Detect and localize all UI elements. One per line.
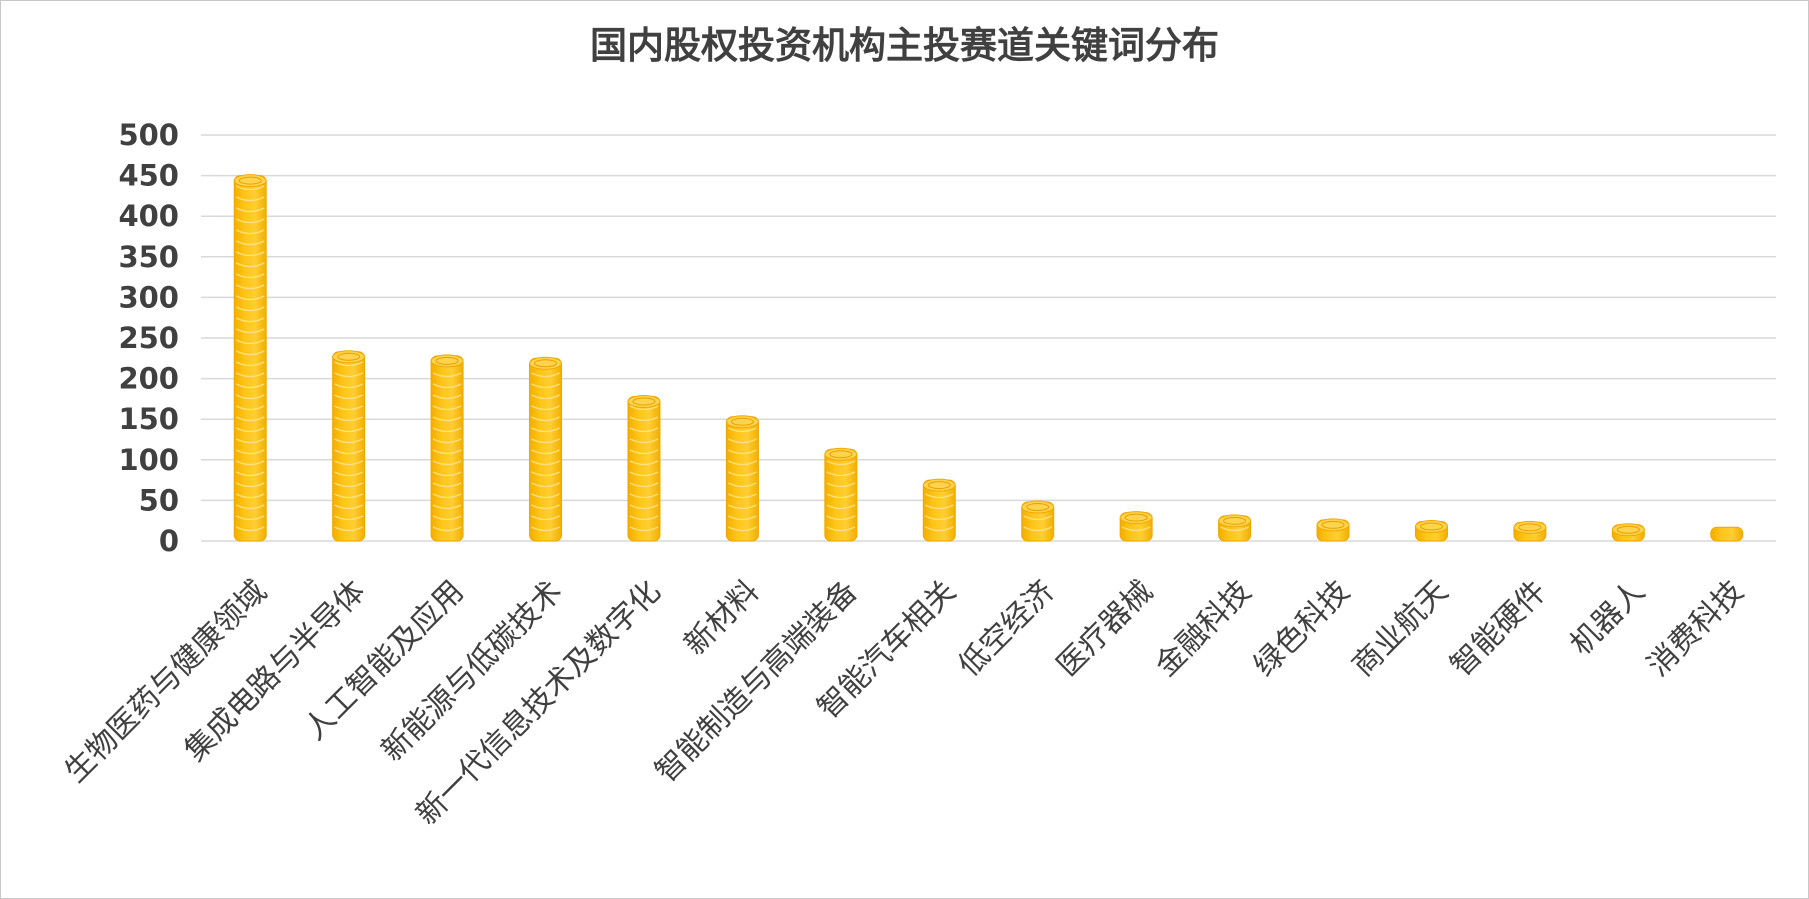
bar-6 <box>824 447 858 542</box>
y-tick-label: 250 <box>118 321 179 355</box>
bar-0 <box>233 174 267 542</box>
bar-9 <box>1119 511 1153 542</box>
bar-8 <box>1021 500 1055 542</box>
bars <box>233 174 1744 542</box>
y-tick-label: 300 <box>118 280 179 314</box>
x-axis: 生物医药与健康领域集成电路与半导体人工智能及应用新能源与低碳技术新一代信息技术及… <box>58 574 1750 832</box>
x-tick-label: 新能源与低碳技术 <box>375 574 569 768</box>
x-tick-label: 低空经济 <box>952 574 1062 684</box>
x-tick-label: 机器人 <box>1564 574 1652 662</box>
bar-5 <box>725 415 759 542</box>
x-tick-label: 商业航天 <box>1346 574 1456 684</box>
x-tick-label: 绿色科技 <box>1247 574 1357 684</box>
bar-11 <box>1316 518 1350 542</box>
bar-3 <box>529 356 563 542</box>
bar-2 <box>430 354 464 542</box>
y-tick-label: 0 <box>159 524 179 558</box>
bar-15 <box>1710 526 1744 542</box>
x-tick-label: 集成电路与半导体 <box>178 574 372 768</box>
x-tick-label: 消费科技 <box>1641 574 1751 684</box>
x-tick-label: 医疗器械 <box>1050 574 1160 684</box>
y-axis: 0 50 100 150 200 250 300 350 400 450 500 <box>118 118 179 558</box>
bar-1 <box>332 350 366 542</box>
y-tick-label: 100 <box>118 443 179 477</box>
y-tick-label: 200 <box>118 362 179 396</box>
y-tick-label: 400 <box>118 199 179 233</box>
bar-7 <box>922 478 956 542</box>
chart-title: 国内股权投资机构主投赛道关键词分布 <box>590 24 1219 67</box>
bar-12 <box>1414 520 1448 542</box>
x-tick-label: 金融科技 <box>1149 574 1259 684</box>
bar-10 <box>1218 514 1252 542</box>
y-tick-label: 50 <box>139 483 179 517</box>
x-tick-label: 新材料 <box>678 574 766 662</box>
x-tick-label: 智能硬件 <box>1444 574 1554 684</box>
y-tick-label: 500 <box>118 118 179 152</box>
y-tick-label: 350 <box>118 240 179 274</box>
bar-13 <box>1513 520 1547 542</box>
y-tick-label: 450 <box>118 159 179 193</box>
bar-14 <box>1611 523 1645 542</box>
bar-4 <box>627 394 661 542</box>
y-tick-label: 150 <box>118 402 179 436</box>
